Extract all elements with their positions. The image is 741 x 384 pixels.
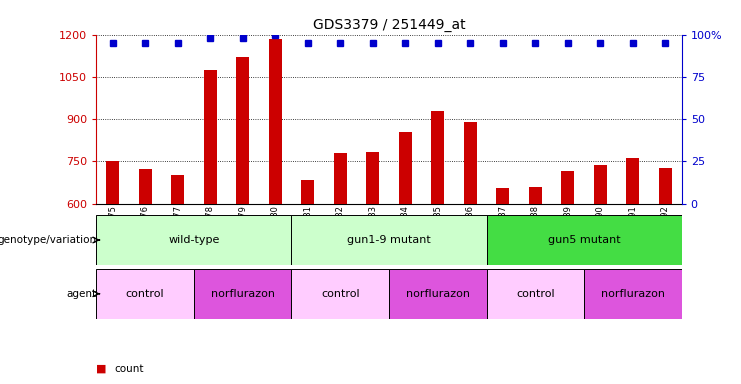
Bar: [139, 169, 152, 204]
Text: gun5 mutant: gun5 mutant: [548, 235, 620, 245]
Text: control: control: [516, 289, 555, 299]
Bar: [487, 269, 584, 319]
Bar: [96, 269, 194, 319]
Bar: [291, 215, 487, 265]
Text: norflurazon: norflurazon: [406, 289, 470, 299]
Bar: [269, 39, 282, 204]
Bar: [96, 215, 291, 265]
Bar: [291, 269, 389, 319]
Bar: [594, 165, 607, 204]
Text: norflurazon: norflurazon: [210, 289, 275, 299]
Title: GDS3379 / 251449_at: GDS3379 / 251449_at: [313, 18, 465, 32]
Bar: [562, 171, 574, 204]
Bar: [659, 168, 672, 204]
Bar: [496, 188, 509, 204]
Bar: [487, 215, 682, 265]
Bar: [626, 158, 639, 204]
Bar: [106, 161, 119, 204]
Bar: [171, 175, 184, 204]
Bar: [389, 269, 487, 319]
Bar: [301, 180, 314, 204]
Text: control: control: [126, 289, 165, 299]
Bar: [529, 187, 542, 204]
Bar: [464, 122, 477, 204]
Bar: [584, 269, 682, 319]
Text: wild-type: wild-type: [168, 235, 219, 245]
Bar: [194, 269, 291, 319]
Bar: [431, 111, 445, 204]
Text: agent: agent: [66, 289, 96, 299]
Bar: [333, 153, 347, 204]
Text: count: count: [115, 364, 144, 374]
Text: gun1-9 mutant: gun1-9 mutant: [347, 235, 431, 245]
Bar: [236, 57, 249, 204]
Text: control: control: [321, 289, 359, 299]
Bar: [399, 132, 412, 204]
Text: ■: ■: [96, 364, 107, 374]
Text: norflurazon: norflurazon: [601, 289, 665, 299]
Text: genotype/variation: genotype/variation: [0, 235, 96, 245]
Bar: [204, 70, 216, 204]
Bar: [366, 152, 379, 204]
